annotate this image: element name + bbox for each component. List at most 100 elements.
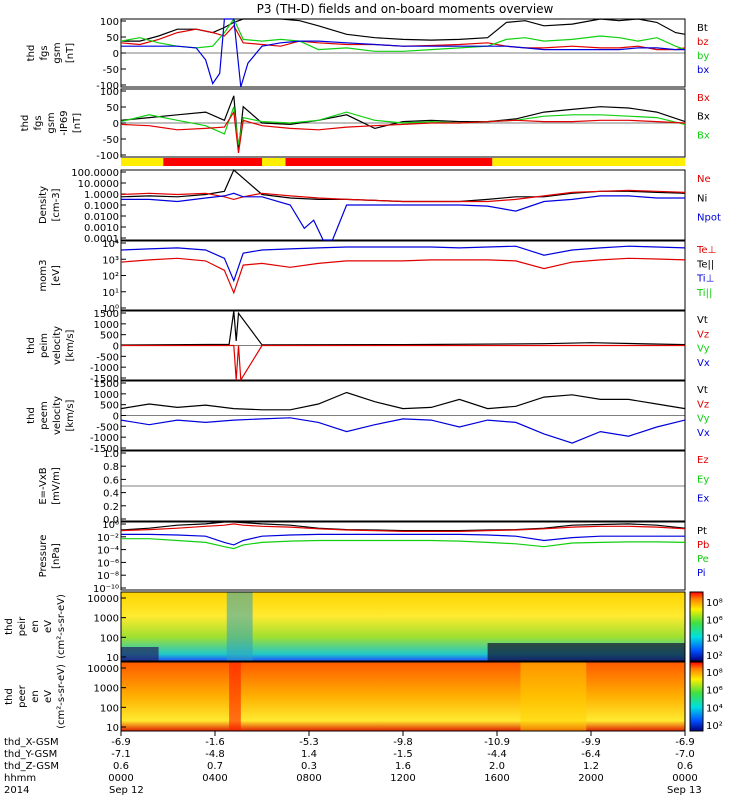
panel-frame	[120, 240, 686, 311]
y-tick-label: 0.0100	[84, 212, 119, 223]
z-pos-label: 1.6	[395, 761, 411, 772]
colorbar	[689, 661, 704, 732]
y-pos-label: -1.5	[393, 749, 413, 760]
y-axis-label: thd	[26, 337, 37, 354]
series-line	[121, 18, 686, 42]
y-axis-label: [nT]	[72, 113, 83, 133]
legend-label: Bt	[697, 23, 708, 34]
x-pos-label: -6.9	[675, 737, 695, 748]
y-tick-label: 100	[100, 87, 119, 98]
y-axis-label: [cm-3]	[51, 188, 62, 221]
y-tick-label: 1000	[94, 614, 119, 625]
y-axis-label: velocity	[52, 326, 63, 365]
y-tick-label: 50	[106, 103, 119, 114]
x-tick-label: 0000	[672, 773, 697, 784]
y-tick-label: -1500	[90, 374, 119, 385]
y-tick-label: 1000	[94, 320, 119, 331]
series-line	[120, 523, 686, 533]
y-tick-label: -500	[96, 422, 119, 433]
legend-label: Ni	[697, 193, 707, 204]
y-tick-label: -500	[96, 352, 119, 363]
legend-label: Ex	[697, 494, 709, 505]
legend-label: Te⊥	[696, 245, 716, 256]
y-tick-label: 10000	[87, 594, 119, 605]
y-axis-label: peem	[39, 401, 50, 429]
y-axis-label: thd	[4, 688, 15, 705]
y-axis-label: [mV/m]	[51, 467, 62, 505]
y-tick-label: -50	[103, 135, 119, 146]
panel-peer-spectrogram: 10000 1000 100 10 thd peer en eV (cm²-s-sr-eV) 10…	[4, 661, 723, 734]
colorbar-tick-label: 10⁸	[706, 598, 723, 609]
spectrogram-gap	[229, 662, 241, 731]
region-segment	[285, 158, 493, 166]
y-tick-label: 0.8	[103, 462, 119, 473]
y-tick-label: 1.0	[103, 449, 119, 460]
panel-pressure: 10⁰ 10⁻² 10⁻⁴10⁻⁶ 10⁻⁸ 10⁻¹⁰ Pressure [nPa] Pt P…	[38, 520, 709, 595]
x-pos-label: -1.6	[205, 737, 225, 748]
y-tick-label: 0.0001	[84, 234, 119, 245]
axis-row-label: thd_Z-GSM	[4, 761, 59, 772]
y-tick-label: -100	[96, 151, 119, 162]
y-tick-label: 1.0000	[84, 190, 119, 201]
y-tick-label: -50	[103, 65, 119, 76]
y-axis-label: peim	[39, 333, 50, 358]
y-tick-label: 0	[113, 119, 119, 130]
legend-label: Vx	[697, 358, 710, 369]
y-tick-label: 1000	[94, 684, 119, 695]
y-tick-label: 50	[106, 33, 119, 44]
legend-label: Npot	[697, 213, 721, 224]
y-axis-label: eV	[43, 620, 54, 633]
panel-e-field: 1.0 0.8 0.6 0.4 0.2 0.0 E=-VxB [mV/m] Ez Ey Ex	[38, 449, 709, 526]
y-axis-label: thd	[20, 115, 31, 132]
y-tick-label: 1500	[94, 379, 119, 390]
y-tick-label: 10⁴	[102, 239, 119, 250]
y-tick-label: 10³	[102, 255, 119, 266]
x-pos-label: -10.9	[484, 737, 510, 748]
y-tick-label: 10	[106, 653, 119, 664]
y-tick-label: 10⁻⁸	[97, 571, 119, 582]
legend-label: Bx	[697, 93, 710, 104]
x-tick-label: 2000	[578, 773, 603, 784]
panel-fgs-gsm-ip: 100 50 0 -50 -100 thd fgs gsm -IP69 [nT] Bx Bx Bx	[20, 87, 710, 162]
legend-label: Bx	[697, 130, 710, 141]
y-tick-label: 10⁻⁶	[97, 558, 119, 569]
legend-label: Pt	[697, 526, 707, 537]
panel-peir-spectrogram: 10000 1000 100 10 thd peir en eV (cm²-s-sr-eV) 10…	[4, 591, 723, 664]
y-axis-label: mom3	[38, 260, 49, 292]
x-tick-label: 0400	[202, 773, 227, 784]
y-pos-label: -7.1	[111, 749, 131, 760]
legend-label: Ey	[697, 474, 709, 485]
y-tick-label: 500	[100, 401, 119, 412]
y-tick-label: 10.0000	[78, 179, 119, 190]
y-tick-label: 1000	[94, 390, 119, 401]
panel-region-bar	[121, 158, 685, 166]
z-pos-label: 0.3	[301, 761, 317, 772]
legend-label: Pi	[697, 568, 706, 579]
y-tick-label: 0.4	[103, 489, 119, 500]
y-axis-label: en	[30, 620, 41, 633]
y-axis-label: Pressure	[38, 535, 49, 578]
y-tick-label: 0	[113, 342, 119, 353]
region-segment	[492, 158, 685, 166]
series-line	[120, 110, 686, 153]
legend-label: Ti⊥	[696, 274, 714, 285]
series-line	[121, 538, 686, 550]
y-pos-label: -6.4	[581, 749, 601, 760]
y-axis-label: en	[30, 690, 41, 703]
x-tick-label: 0800	[296, 773, 321, 784]
y-axis-label: thd	[4, 618, 15, 635]
date-label: Sep 13	[667, 785, 702, 796]
y-tick-label: 10⁻¹⁰	[93, 584, 119, 595]
y-tick-label: -1500	[90, 444, 119, 455]
region-segment	[121, 158, 164, 166]
colorbar-tick-label: 10²	[706, 651, 723, 662]
colorbar-tick-label: 10⁴	[706, 633, 723, 644]
legend-label: bx	[697, 65, 709, 76]
y-tick-label: 10¹	[102, 288, 119, 299]
y-tick-label: 500	[100, 331, 119, 342]
legend-label: Ez	[697, 455, 709, 466]
y-tick-label: 100	[100, 703, 119, 714]
y-tick-label: 10⁰	[102, 520, 119, 531]
y-pos-label: -4.4	[487, 749, 507, 760]
x-tick-label: 0000	[108, 773, 133, 784]
